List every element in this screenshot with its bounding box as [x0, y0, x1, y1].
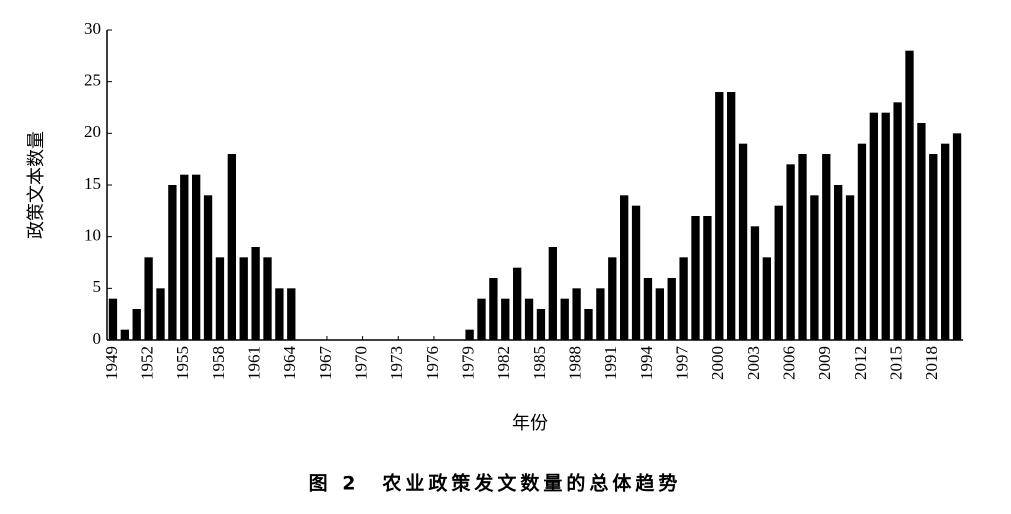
bar — [227, 154, 236, 340]
bar — [287, 288, 296, 340]
y-tick-label: 25 — [84, 71, 101, 90]
bar — [643, 278, 653, 340]
bar — [251, 247, 260, 340]
x-tick-label: 1970 — [352, 346, 371, 380]
bar — [180, 174, 189, 340]
bar — [798, 154, 807, 340]
x-tick-label: 1997 — [673, 346, 692, 381]
bar — [774, 205, 783, 340]
bar — [560, 298, 569, 340]
y-tick-label: 0 — [93, 329, 102, 348]
bar — [239, 257, 248, 340]
x-tick-label: 2006 — [780, 346, 799, 380]
bar — [513, 267, 522, 340]
bar — [215, 257, 225, 340]
bar — [489, 278, 498, 340]
bar — [596, 288, 605, 340]
bar — [156, 288, 165, 340]
bar — [905, 50, 914, 341]
x-tick-label: 1952 — [138, 346, 157, 380]
bar — [120, 329, 129, 340]
x-tick-label: 1985 — [530, 346, 549, 380]
x-tick-label: 1958 — [209, 346, 228, 380]
bar — [275, 288, 284, 340]
bar — [132, 309, 141, 340]
bar — [608, 257, 617, 340]
bar — [144, 257, 153, 340]
bar — [715, 92, 724, 340]
bar — [203, 195, 213, 340]
x-tick-label: 1973 — [387, 346, 406, 380]
bar — [845, 195, 855, 340]
bar — [750, 226, 760, 340]
x-tick-label: 2015 — [887, 346, 906, 380]
x-tick-label: 1961 — [245, 346, 264, 380]
x-tick-label: 1982 — [494, 346, 513, 380]
bar — [941, 143, 950, 340]
y-axis-title: 政策文本数量 — [26, 131, 46, 239]
bar — [572, 288, 581, 340]
x-tick-label: 1991 — [601, 346, 620, 380]
x-tick-label: 1988 — [566, 346, 585, 380]
x-tick-label: 1967 — [316, 346, 335, 381]
chart-title: 图 2 农业政策发文数量的总体趋势 — [309, 472, 682, 495]
bar — [727, 92, 736, 340]
bar — [501, 298, 510, 340]
bar — [655, 288, 664, 340]
bar — [738, 143, 748, 340]
bar — [691, 216, 700, 340]
x-tick-label: 1964 — [280, 346, 299, 381]
y-tick-label: 10 — [84, 226, 101, 245]
x-tick-label: 2012 — [851, 346, 870, 380]
bar — [536, 309, 546, 340]
bar — [108, 298, 118, 340]
bar — [786, 164, 795, 340]
bar — [703, 216, 712, 340]
x-tick-label: 1976 — [423, 346, 442, 380]
bar — [762, 257, 771, 340]
bar — [952, 133, 962, 340]
bar — [679, 257, 688, 340]
bar — [465, 329, 474, 340]
y-tick-label: 30 — [84, 19, 101, 38]
x-tick-label: 2009 — [815, 346, 834, 380]
bar — [548, 247, 557, 340]
bar — [917, 123, 926, 340]
bar — [810, 195, 819, 340]
bar — [929, 154, 938, 340]
bar — [893, 102, 902, 340]
x-tick-label: 1994 — [637, 346, 656, 381]
x-tick-label: 1979 — [459, 346, 478, 380]
bar — [869, 112, 878, 341]
bar — [524, 298, 534, 340]
x-tick-label: 1949 — [102, 346, 121, 380]
bar — [192, 174, 201, 340]
bar — [834, 185, 843, 340]
bar — [822, 154, 831, 340]
bar — [168, 185, 177, 340]
x-tick-label: 1955 — [173, 346, 192, 380]
bar — [667, 278, 676, 340]
bar — [620, 195, 629, 340]
bar — [631, 205, 641, 340]
x-tick-label: 2018 — [922, 346, 941, 380]
x-axis-title: 年份 — [512, 413, 548, 433]
bar — [477, 298, 486, 340]
y-tick-label: 15 — [84, 174, 101, 193]
x-tick-label: 2003 — [744, 346, 763, 380]
y-tick-label: 5 — [93, 277, 102, 296]
bar — [857, 143, 867, 340]
bar — [881, 112, 890, 341]
bar — [263, 257, 272, 340]
y-tick-label: 20 — [84, 122, 101, 141]
x-tick-label: 2000 — [708, 346, 727, 380]
bar — [584, 309, 593, 340]
